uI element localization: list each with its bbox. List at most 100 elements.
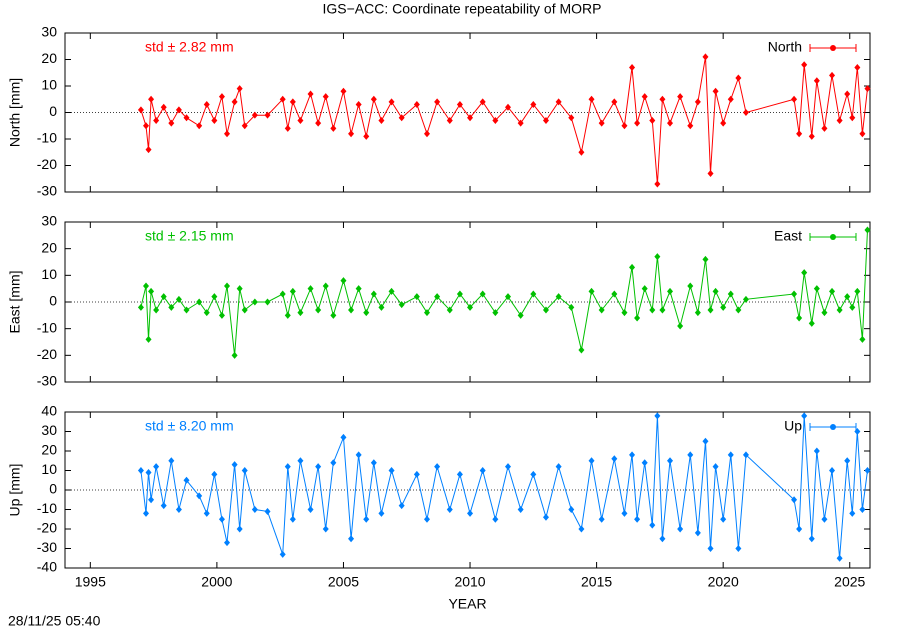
- data-point: [236, 525, 243, 533]
- y-tick-label: 20: [41, 442, 57, 458]
- data-point: [791, 290, 798, 298]
- data-point: [348, 535, 355, 543]
- y-tick-label: -20: [37, 520, 57, 536]
- data-point: [808, 535, 815, 543]
- data-point: [611, 290, 618, 298]
- y-tick-label: 20: [41, 239, 57, 255]
- data-point: [727, 290, 734, 298]
- data-point: [203, 309, 210, 317]
- y-tick-label: 40: [41, 403, 57, 419]
- data-point: [568, 303, 575, 311]
- data-point: [707, 306, 714, 314]
- y-tick-label: 30: [41, 422, 57, 438]
- data-point: [659, 95, 666, 103]
- data-point: [289, 515, 296, 523]
- data-point: [530, 290, 537, 298]
- data-point: [322, 93, 329, 101]
- y-tick-label: 30: [41, 213, 57, 229]
- data-point: [844, 90, 851, 98]
- data-point: [611, 98, 618, 106]
- y-tick-label: -40: [37, 559, 57, 575]
- data-point: [712, 87, 719, 95]
- legend-label: North: [768, 39, 802, 55]
- data-point: [153, 116, 160, 124]
- data-point: [279, 290, 286, 298]
- data-point: [168, 303, 175, 311]
- data-point: [231, 351, 238, 359]
- data-point: [844, 293, 851, 301]
- data-point: [284, 124, 291, 132]
- data-point: [829, 287, 836, 295]
- data-point: [649, 521, 656, 529]
- data-point: [659, 535, 666, 543]
- data-point: [641, 285, 648, 293]
- data-point: [479, 290, 486, 298]
- data-point: [813, 77, 820, 85]
- data-point: [315, 463, 322, 471]
- y-tick-label: -30: [37, 183, 57, 199]
- data-point: [370, 95, 377, 103]
- data-point: [307, 285, 314, 293]
- data-point: [654, 180, 661, 188]
- data-point: [517, 119, 524, 127]
- data-point: [702, 255, 709, 263]
- y-axis-label: Up [mm]: [7, 464, 23, 517]
- data-point: [363, 515, 370, 523]
- data-point: [355, 101, 362, 109]
- data-point: [340, 87, 347, 95]
- data-point: [322, 525, 329, 533]
- data-point: [588, 457, 595, 465]
- data-point: [829, 467, 836, 474]
- data-point: [687, 282, 694, 290]
- data-point: [667, 119, 674, 127]
- y-tick-label: -20: [37, 346, 57, 362]
- data-point: [241, 467, 248, 474]
- data-point: [702, 437, 709, 445]
- data-point: [423, 309, 430, 317]
- data-point: [687, 122, 694, 130]
- annotation: std ± 2.15 mm: [145, 228, 234, 244]
- data-point: [555, 463, 562, 471]
- x-tick-label: 2010: [454, 574, 485, 590]
- data-point: [231, 98, 238, 106]
- data-point: [251, 298, 258, 306]
- data-point: [801, 269, 808, 277]
- data-point: [720, 119, 727, 127]
- annotation: std ± 2.82 mm: [145, 39, 234, 55]
- legend-marker: [830, 234, 836, 240]
- x-tick-label: 2000: [201, 574, 232, 590]
- data-point: [735, 74, 742, 82]
- data-point: [727, 451, 734, 459]
- y-tick-label: 0: [49, 293, 57, 309]
- data-point: [224, 130, 231, 138]
- timestamp: 28/11/25 05:40: [8, 613, 101, 629]
- data-point: [801, 61, 808, 69]
- y-tick-label: -20: [37, 156, 57, 172]
- data-point: [621, 122, 628, 130]
- data-point: [735, 306, 742, 314]
- data-point: [859, 506, 866, 513]
- data-point: [137, 303, 144, 311]
- data-point: [791, 95, 798, 103]
- data-point: [143, 122, 150, 130]
- data-point: [712, 287, 719, 295]
- data-point: [859, 130, 866, 138]
- data-point: [849, 114, 856, 122]
- data-point: [231, 461, 238, 469]
- y-tick-label: 10: [41, 77, 57, 93]
- data-point: [659, 306, 666, 314]
- y-tick-label: 30: [41, 24, 57, 40]
- data-point: [284, 311, 291, 319]
- data-point: [621, 509, 628, 517]
- data-point: [667, 287, 674, 295]
- data-point: [279, 550, 286, 558]
- y-tick-label: 0: [49, 103, 57, 119]
- data-point: [727, 95, 734, 103]
- data-point: [251, 506, 258, 513]
- data-point: [348, 130, 355, 138]
- data-point: [183, 306, 190, 314]
- data-point: [456, 290, 463, 298]
- data-point: [322, 282, 329, 290]
- data-point: [153, 306, 160, 314]
